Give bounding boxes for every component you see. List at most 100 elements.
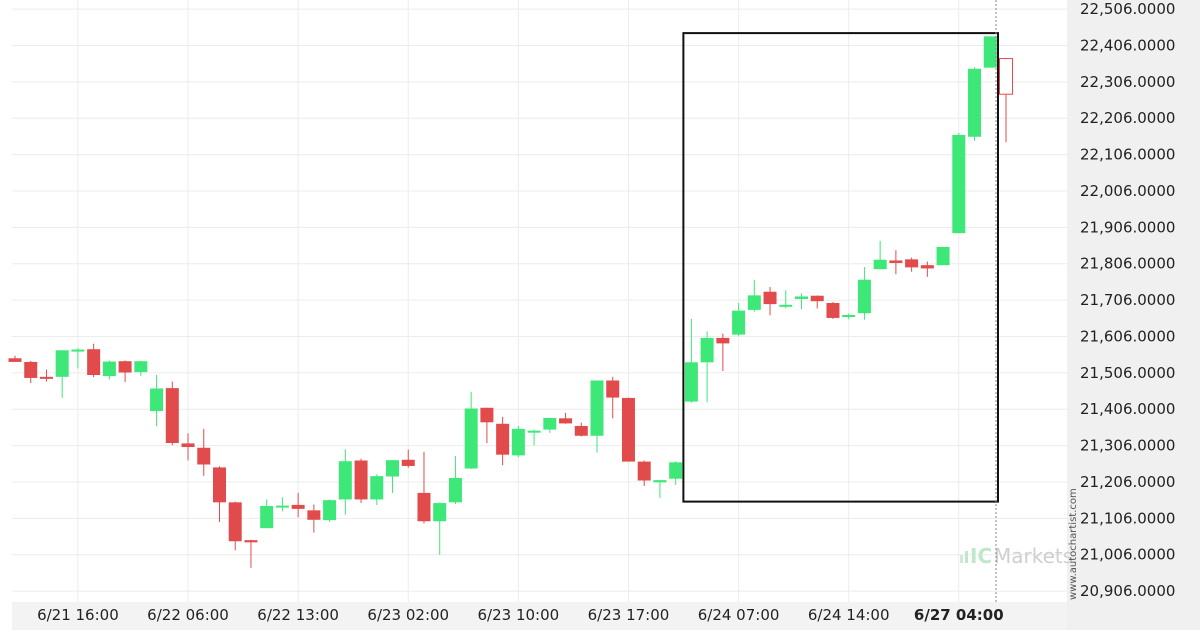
candle-body <box>559 418 573 424</box>
candle-body <box>716 337 730 344</box>
candle-bullish <box>873 240 887 270</box>
candle-body <box>747 295 761 310</box>
candle-body <box>323 500 337 521</box>
candle-bearish <box>826 301 840 320</box>
candle-bearish <box>637 460 651 486</box>
candle-body <box>102 361 116 377</box>
y-axis-band <box>1067 0 1200 630</box>
candle-bullish <box>669 461 683 485</box>
candle-body <box>653 480 667 483</box>
candle-bullish <box>684 319 698 403</box>
candle-bearish <box>181 433 195 461</box>
candle-body <box>480 407 494 423</box>
candle-body <box>212 467 226 503</box>
candle-body <box>606 380 620 398</box>
candle-bearish <box>401 449 415 468</box>
overlay-layer <box>682 0 999 602</box>
candle-body <box>983 36 997 68</box>
candle-bullish <box>448 456 462 505</box>
candle-body <box>417 492 431 522</box>
candle-bullish <box>511 425 525 458</box>
candle-body <box>684 362 698 402</box>
candle-bullish <box>795 293 808 310</box>
y-axis: 20,906.0000 21,006.0000 21,106.0000 21,206.… <box>1080 0 1175 600</box>
candle-bullish <box>952 132 966 234</box>
pattern-highlight-box <box>682 32 999 503</box>
candle-body <box>464 408 478 469</box>
candle-body <box>55 350 69 377</box>
candle-body <box>71 349 85 352</box>
y-tick-label: 21,106.0000 <box>1080 509 1175 527</box>
candle-body <box>842 315 856 318</box>
candle-bullish <box>433 502 447 555</box>
candle-bearish <box>716 333 730 372</box>
side-credit-text: www.autochartist.com <box>1068 488 1079 600</box>
candle-bullish <box>275 497 289 512</box>
y-tick-label: 22,006.0000 <box>1080 182 1175 200</box>
candle-bearish <box>354 458 368 504</box>
candle-body <box>24 361 38 378</box>
candle-body <box>181 443 195 448</box>
candle-body <box>511 428 525 456</box>
candle-bearish <box>496 416 510 466</box>
y-tick-label: 21,006.0000 <box>1080 546 1175 564</box>
candle-bullish <box>55 350 69 398</box>
candle-bullish <box>590 380 604 453</box>
y-tick-label: 21,706.0000 <box>1080 291 1175 309</box>
candle-body <box>826 303 840 318</box>
candle-body <box>543 417 557 430</box>
x-axis: 6/21 16:00 6/22 06:00 6/22 13:00 6/23 02:00… <box>37 606 1004 624</box>
y-tick-label: 21,606.0000 <box>1080 327 1175 345</box>
candle-body <box>700 337 714 363</box>
candle-body <box>920 265 934 269</box>
candle-bullish <box>260 499 274 529</box>
candle-body <box>936 246 950 266</box>
candle-body <box>433 503 447 522</box>
candle-body <box>968 68 982 137</box>
candle-bearish <box>763 286 777 316</box>
candle-bullish <box>338 449 352 515</box>
candle-bullish <box>527 429 541 446</box>
candle-bullish <box>370 474 384 505</box>
x-tick-label: 6/22 13:00 <box>257 606 339 624</box>
candle-bearish <box>810 295 824 309</box>
x-axis-band <box>12 602 1067 630</box>
candle-bearish <box>197 428 211 476</box>
x-tick-label: 6/22 06:00 <box>147 606 229 624</box>
x-tick-label: 6/24 07:00 <box>698 606 780 624</box>
candle-bearish <box>480 407 494 444</box>
candles-layer <box>8 36 1013 568</box>
candle-body <box>637 461 651 481</box>
x-tick-label: 6/23 02:00 <box>367 606 449 624</box>
candle-body <box>905 259 919 268</box>
x-tick-label: 6/24 14:00 <box>808 606 890 624</box>
x-tick-label: 6/21 16:00 <box>37 606 119 624</box>
candle-body <box>260 505 274 529</box>
candle-body <box>952 134 966 234</box>
y-tick-label: 21,406.0000 <box>1080 400 1175 418</box>
candle-body <box>244 540 258 543</box>
candle-body <box>795 296 808 299</box>
candle-bullish <box>779 290 793 309</box>
x-tick-label: 6/23 17:00 <box>588 606 670 624</box>
candle-body <box>873 259 887 270</box>
candle-body <box>779 304 793 307</box>
y-tick-label: 21,206.0000 <box>1080 473 1175 491</box>
candle-body <box>669 462 683 479</box>
candle-bullish <box>936 246 950 266</box>
plot-area <box>12 0 1067 602</box>
candle-body <box>354 460 368 500</box>
candle-bearish <box>24 360 38 384</box>
candle-bullish <box>150 375 164 427</box>
candle-bullish <box>983 36 997 68</box>
candle-bearish <box>165 381 179 446</box>
icmarkets-watermark: IC Markets <box>960 544 1073 568</box>
candle-bearish <box>212 466 226 522</box>
candle-bullish <box>653 480 667 498</box>
candle-bullish <box>968 67 982 141</box>
candle-body <box>763 291 777 305</box>
watermark-ic-text: IC <box>970 544 992 568</box>
candle-bullish <box>71 348 85 369</box>
